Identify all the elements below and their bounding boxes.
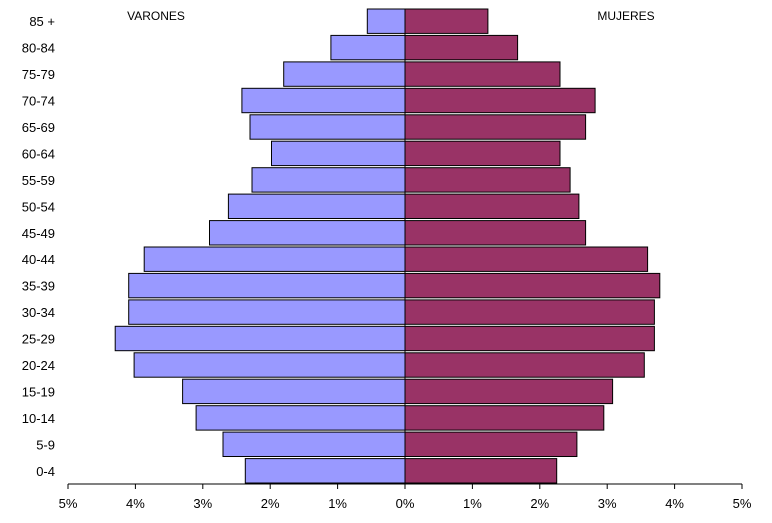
age-label-14: 70-74 bbox=[22, 94, 55, 109]
bar-female-6 bbox=[404, 299, 655, 325]
age-label-16: 80-84 bbox=[22, 41, 55, 56]
bar-female-11 bbox=[404, 167, 571, 193]
bar-female-12 bbox=[404, 140, 561, 167]
age-label-10: 50-54 bbox=[22, 199, 55, 214]
x-tick-label-8: 3% bbox=[598, 496, 617, 511]
age-label-0: 0-4 bbox=[36, 464, 55, 479]
age-group-labels: 0-4 5-9 10-14 15-19 20-24 25-29 30-34 35-39 40-4… bbox=[22, 14, 55, 479]
bar-male-17 bbox=[366, 8, 406, 34]
series-label-mujeres: MUJERES bbox=[597, 9, 654, 23]
bar-male-11 bbox=[251, 167, 406, 193]
age-label-7: 35-39 bbox=[22, 279, 55, 294]
bar-male-7 bbox=[128, 272, 406, 299]
x-tick-label-6: 1% bbox=[463, 496, 482, 511]
bar-male-6 bbox=[128, 299, 406, 325]
age-label-3: 15-19 bbox=[22, 384, 55, 399]
x-tick-labels: 5% 4% 3% 2% 1% 0% 1% 2% 3% 4% 5% bbox=[59, 496, 752, 511]
bar-female-7 bbox=[404, 272, 661, 299]
bar-male-8 bbox=[143, 246, 406, 272]
x-tick-label-3: 2% bbox=[261, 496, 280, 511]
bar-female-0 bbox=[404, 458, 558, 484]
age-label-1: 5-9 bbox=[36, 437, 55, 452]
age-label-17: 85 + bbox=[29, 14, 55, 29]
bar-female-8 bbox=[404, 246, 649, 272]
age-label-12: 60-64 bbox=[22, 146, 55, 161]
bar-female-14 bbox=[404, 87, 596, 114]
age-label-13: 65-69 bbox=[22, 120, 55, 135]
bar-male-9 bbox=[209, 220, 406, 246]
bar-female-13 bbox=[404, 114, 587, 140]
x-tick-label-1: 4% bbox=[126, 496, 145, 511]
male-bars bbox=[114, 8, 406, 484]
age-label-11: 55-59 bbox=[22, 173, 55, 188]
bar-male-2 bbox=[195, 405, 406, 431]
bar-male-5 bbox=[114, 325, 406, 352]
bar-male-0 bbox=[244, 458, 406, 484]
age-label-9: 45-49 bbox=[22, 226, 55, 241]
x-tick-label-2: 3% bbox=[193, 496, 212, 511]
bar-male-3 bbox=[182, 378, 406, 405]
age-label-4: 20-24 bbox=[22, 358, 55, 373]
bar-female-2 bbox=[404, 405, 605, 431]
bar-female-1 bbox=[404, 431, 578, 458]
bar-male-1 bbox=[222, 431, 406, 458]
bar-male-13 bbox=[249, 114, 406, 140]
bar-female-9 bbox=[404, 220, 587, 246]
age-label-8: 40-44 bbox=[22, 252, 55, 267]
bar-female-15 bbox=[404, 61, 561, 87]
x-tick-label-0: 5% bbox=[59, 496, 78, 511]
bar-female-16 bbox=[404, 34, 519, 61]
bar-male-15 bbox=[283, 61, 406, 87]
bar-male-12 bbox=[271, 140, 406, 167]
x-tick-label-4: 1% bbox=[328, 496, 347, 511]
age-label-5: 25-29 bbox=[22, 332, 55, 347]
bar-female-17 bbox=[404, 8, 489, 34]
x-axis bbox=[67, 9, 743, 489]
bar-male-10 bbox=[227, 193, 406, 220]
bar-male-16 bbox=[330, 34, 406, 61]
age-label-15: 75-79 bbox=[22, 67, 55, 82]
bar-male-4 bbox=[133, 352, 406, 378]
bar-female-3 bbox=[404, 378, 614, 405]
x-tick-label-10: 5% bbox=[733, 496, 752, 511]
age-label-6: 30-34 bbox=[22, 305, 55, 320]
bar-female-4 bbox=[404, 352, 645, 378]
series-label-varones: VARONES bbox=[127, 9, 185, 23]
bar-female-10 bbox=[404, 193, 580, 220]
x-tick-label-5: 0% bbox=[396, 496, 415, 511]
age-label-2: 10-14 bbox=[22, 411, 55, 426]
x-tick-label-9: 4% bbox=[665, 496, 684, 511]
x-tick-label-7: 2% bbox=[530, 496, 549, 511]
female-bars bbox=[404, 8, 661, 484]
bar-male-14 bbox=[241, 87, 406, 114]
bar-female-5 bbox=[404, 325, 655, 352]
